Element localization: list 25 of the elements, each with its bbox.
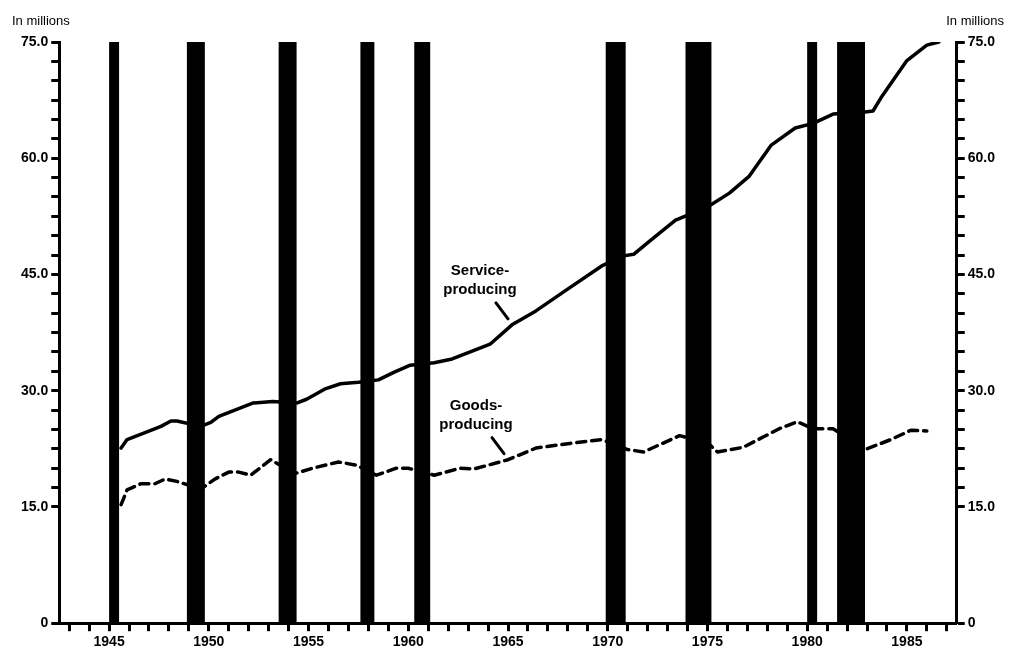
y-tick-label: 30.0 (21, 381, 49, 398)
x-tick-label: 1965 (492, 633, 524, 650)
series-label: Service-producing (443, 260, 517, 297)
x-tick-label: 1955 (292, 633, 325, 650)
x-tick-label: 1960 (392, 633, 425, 650)
y2-tick-label: 30.0 (967, 381, 996, 398)
x-tick-label: 1975 (691, 633, 724, 650)
y-tick-label: 75.0 (21, 32, 49, 49)
y2-tick-label: 60.0 (967, 149, 996, 166)
y2-tick-label: 75.0 (967, 32, 996, 49)
y-tick-label: 60.0 (21, 149, 49, 166)
x-tick-label: 1980 (791, 633, 823, 650)
y-tick-label: 15.0 (21, 497, 49, 514)
y2-tick-label: 0 (967, 614, 976, 631)
series-label: Goods-producing (439, 395, 513, 432)
y-tick-label: 0 (40, 614, 49, 631)
x-tick-label: 1970 (592, 633, 624, 650)
y-tick-label: 45.0 (21, 265, 49, 282)
y-axis-title: In millions (12, 13, 71, 29)
y2-tick-label: 45.0 (967, 265, 996, 282)
x-tick-label: 1985 (891, 633, 923, 650)
y2-axis-title: In millions (946, 13, 1005, 29)
x-tick-label: 1945 (93, 633, 125, 650)
x-tick-label: 1950 (193, 633, 225, 650)
y2-tick-label: 15.0 (967, 497, 996, 514)
